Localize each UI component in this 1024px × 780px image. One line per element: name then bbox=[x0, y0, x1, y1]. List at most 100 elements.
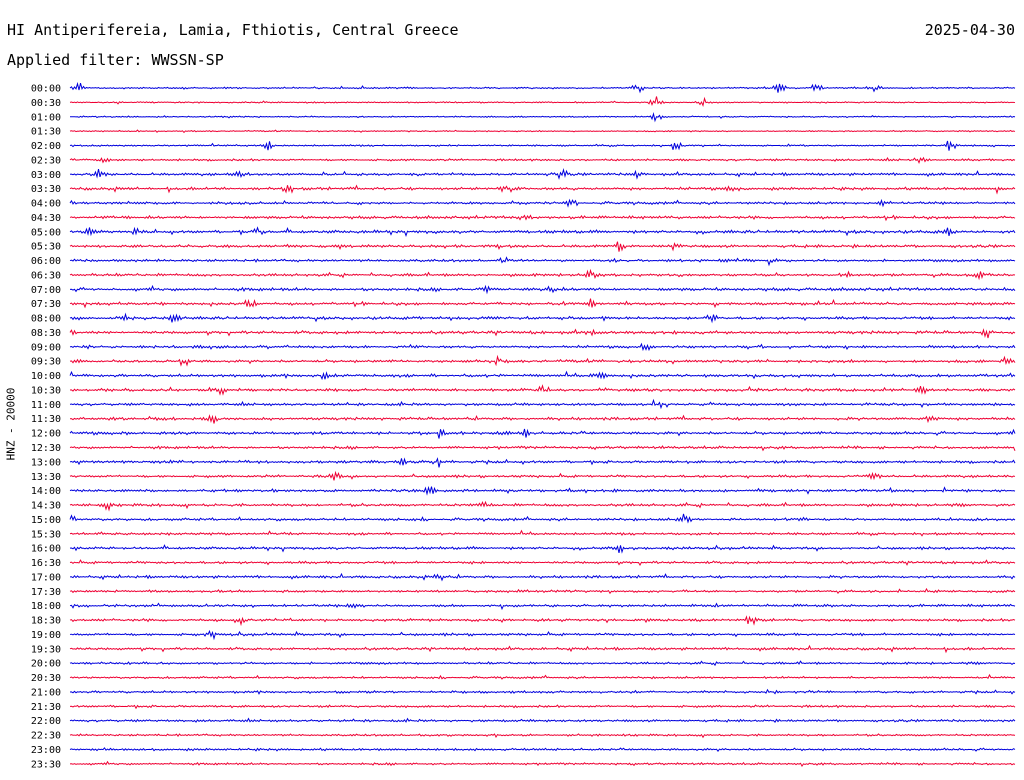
trace-line bbox=[69, 544, 1016, 554]
hour-label: 00:00 bbox=[31, 84, 61, 95]
hour-label: 17:00 bbox=[31, 572, 61, 583]
hour-label: 22:00 bbox=[31, 716, 61, 727]
trace-line bbox=[69, 414, 1016, 424]
hour-label: 13:00 bbox=[31, 457, 61, 468]
hour-label: 02:00 bbox=[31, 141, 61, 152]
trace-line bbox=[69, 644, 1016, 654]
hour-label: 16:30 bbox=[31, 558, 61, 569]
hour-label: 21:30 bbox=[31, 702, 61, 713]
hour-label: 12:30 bbox=[31, 443, 61, 454]
hour-label: 22:30 bbox=[31, 731, 61, 742]
hour-label: 21:00 bbox=[31, 687, 61, 698]
trace-line bbox=[69, 704, 1016, 710]
trace-line bbox=[69, 167, 1016, 180]
hour-label: 08:00 bbox=[31, 314, 61, 325]
hour-label: 02:30 bbox=[31, 155, 61, 166]
hour-label: 06:00 bbox=[31, 256, 61, 267]
hour-label: 01:30 bbox=[31, 127, 61, 138]
hour-label: 00:30 bbox=[31, 98, 61, 109]
trace-line bbox=[69, 428, 1016, 439]
hour-label: 10:30 bbox=[31, 385, 61, 396]
trace-line bbox=[69, 445, 1016, 452]
hour-label: 16:00 bbox=[31, 544, 61, 555]
hour-label: 05:30 bbox=[31, 242, 61, 253]
trace-line bbox=[69, 140, 1016, 151]
trace-line bbox=[69, 96, 1016, 107]
trace-line bbox=[69, 328, 1016, 339]
trace-line bbox=[69, 587, 1016, 595]
hour-label: 15:00 bbox=[31, 515, 61, 526]
hour-label: 14:30 bbox=[31, 501, 61, 512]
trace-line bbox=[69, 747, 1016, 753]
trace-line bbox=[69, 129, 1016, 134]
trace-line bbox=[69, 268, 1016, 281]
trace-line bbox=[69, 214, 1016, 222]
trace-line bbox=[69, 312, 1016, 324]
trace-line bbox=[69, 559, 1016, 567]
hour-label: 08:30 bbox=[31, 328, 61, 339]
trace-line bbox=[69, 760, 1016, 768]
hour-label: 03:00 bbox=[31, 170, 61, 181]
trace-line bbox=[69, 717, 1016, 723]
trace-line bbox=[69, 342, 1016, 352]
hour-label: 07:00 bbox=[31, 285, 61, 296]
hour-label: 05:00 bbox=[31, 227, 61, 238]
hour-label: 18:00 bbox=[31, 601, 61, 612]
hour-label: 09:00 bbox=[31, 342, 61, 353]
hour-label: 01:00 bbox=[31, 112, 61, 123]
station-title: HI Antiperifereia, Lamia, Fthiotis, Cent… bbox=[7, 21, 459, 39]
hour-label: 06:30 bbox=[31, 270, 61, 281]
trace-line bbox=[69, 256, 1016, 267]
trace-line bbox=[69, 370, 1016, 381]
hour-label: 18:30 bbox=[31, 616, 61, 627]
hour-label: 09:30 bbox=[31, 357, 61, 368]
trace-line bbox=[69, 112, 1016, 123]
hour-label: 19:30 bbox=[31, 644, 61, 655]
trace-line bbox=[69, 398, 1016, 410]
trace-line bbox=[69, 354, 1016, 367]
hour-label: 11:00 bbox=[31, 400, 61, 411]
hour-label: 03:30 bbox=[31, 184, 61, 195]
trace-line bbox=[69, 529, 1016, 537]
hour-label: 10:00 bbox=[31, 371, 61, 382]
hour-label: 12:00 bbox=[31, 429, 61, 440]
trace-line bbox=[69, 241, 1016, 252]
trace-line bbox=[69, 572, 1016, 582]
hour-label: 13:30 bbox=[31, 472, 61, 483]
trace-line bbox=[69, 513, 1016, 524]
hour-labels: 00:00 00:30 01:00 01:30 02:00 02:30 03:00 03:30… bbox=[31, 84, 61, 771]
trace-line bbox=[69, 470, 1016, 481]
hour-label: 20:00 bbox=[31, 659, 61, 670]
trace-line bbox=[69, 733, 1016, 739]
hour-label: 23:00 bbox=[31, 745, 61, 756]
trace-line bbox=[69, 457, 1016, 468]
trace-line bbox=[69, 384, 1016, 396]
trace-line bbox=[69, 615, 1016, 627]
hour-label: 20:30 bbox=[31, 673, 61, 684]
trace-rows bbox=[69, 81, 1016, 768]
trace-line bbox=[69, 688, 1016, 695]
hour-label: 14:00 bbox=[31, 486, 61, 497]
filter-label: Applied filter: WWSSN-SP bbox=[7, 51, 224, 69]
trace-line bbox=[69, 485, 1016, 496]
record-date: 2025-04-30 bbox=[924, 21, 1015, 39]
trace-line bbox=[69, 629, 1016, 641]
trace-line bbox=[69, 226, 1016, 237]
trace-line bbox=[69, 81, 1016, 94]
hour-label: 07:30 bbox=[31, 299, 61, 310]
hour-label: 04:00 bbox=[31, 199, 61, 210]
trace-line bbox=[69, 184, 1016, 195]
trace-line bbox=[69, 298, 1016, 309]
trace-line bbox=[69, 284, 1016, 295]
hour-label: 17:30 bbox=[31, 587, 61, 598]
hour-label: 04:30 bbox=[31, 213, 61, 224]
hour-label: 15:30 bbox=[31, 529, 61, 540]
trace-line bbox=[69, 198, 1016, 208]
trace-line bbox=[69, 673, 1016, 680]
trace-line bbox=[69, 500, 1016, 512]
trace-line bbox=[69, 660, 1016, 667]
hour-label: 23:30 bbox=[31, 759, 61, 770]
hour-label: 19:00 bbox=[31, 630, 61, 641]
trace-line bbox=[69, 602, 1016, 611]
